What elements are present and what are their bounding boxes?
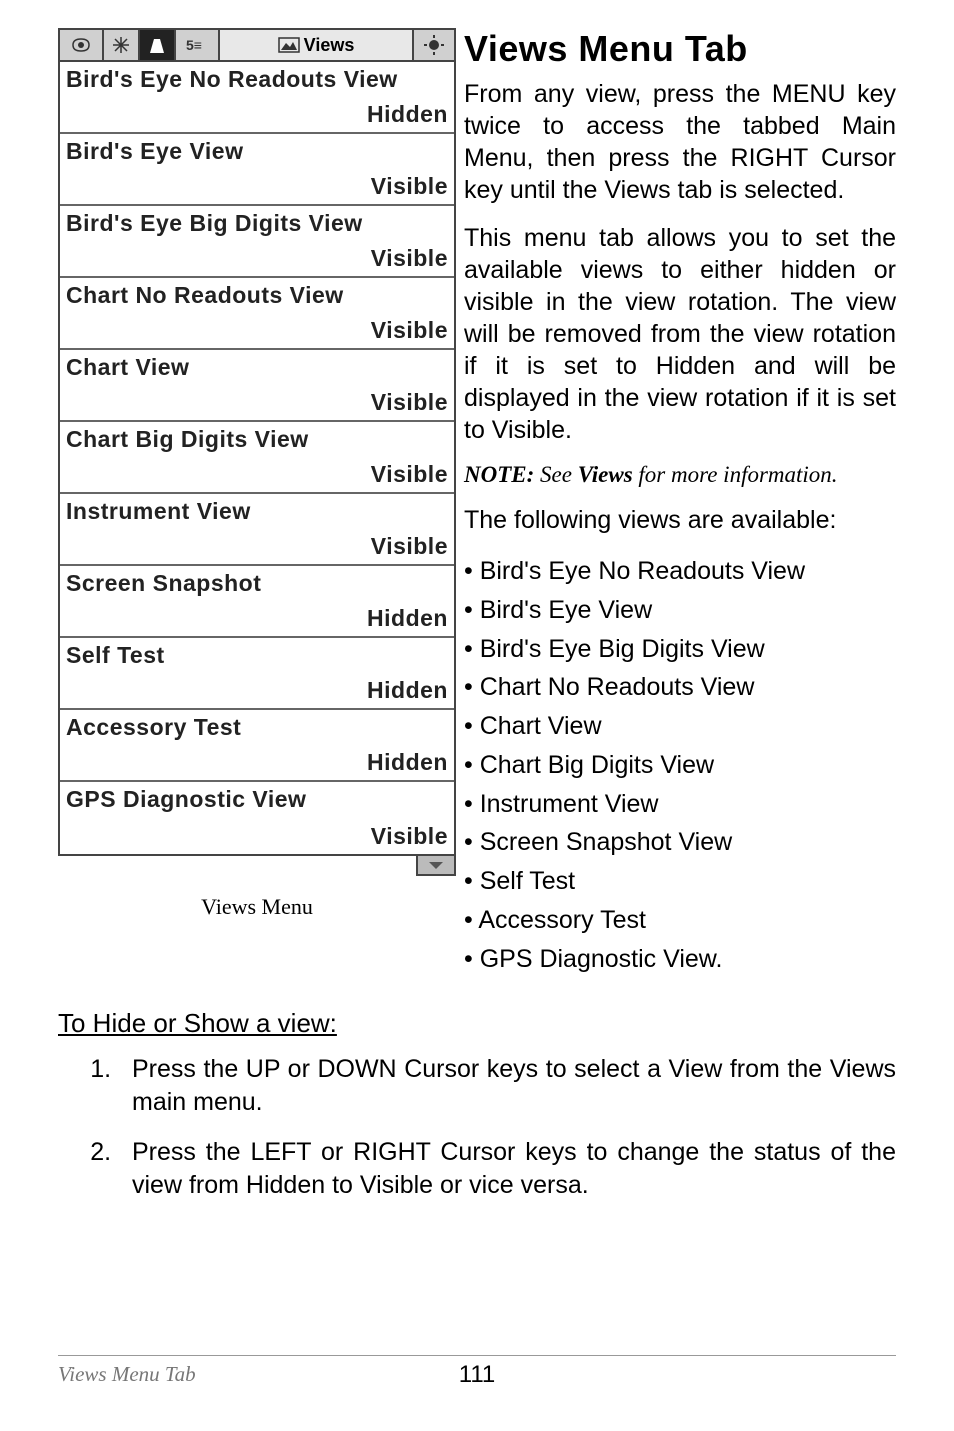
menu-item[interactable]: Bird's Eye No Readouts View Hidden — [60, 62, 454, 134]
bullet-item: Bird's Eye No Readouts View — [464, 552, 896, 591]
menu-item-value: Hidden — [66, 749, 448, 776]
tab-icon-4[interactable]: 5≡ — [176, 30, 220, 60]
menu-item-label: Bird's Eye Big Digits View — [66, 210, 448, 237]
menu-item-label: Chart View — [66, 354, 448, 381]
tab-icon-1[interactable] — [60, 30, 104, 60]
scroll-down-icon[interactable] — [416, 856, 456, 876]
menu-item-value: Hidden — [66, 605, 448, 632]
menu-item-label: Screen Snapshot — [66, 570, 448, 597]
subheading: To Hide or Show a view: — [58, 1008, 896, 1039]
bullet-item: Screen Snapshot View — [464, 823, 896, 862]
bullet-item: Instrument View — [464, 785, 896, 824]
step-item: Press the LEFT or RIGHT Cursor keys to c… — [118, 1136, 896, 1201]
paragraph-2: This menu tab allows you to set the avai… — [464, 222, 896, 446]
menu-item-label: Chart Big Digits View — [66, 426, 448, 453]
tab-views-active[interactable]: Views — [220, 30, 414, 60]
tab-icon-6[interactable] — [414, 30, 454, 60]
menu-item[interactable]: GPS Diagnostic View Visible — [60, 782, 454, 854]
menu-item-value: Visible — [66, 389, 448, 416]
bullet-item: Accessory Test — [464, 901, 896, 940]
menu-item-value: Visible — [66, 533, 448, 560]
bullet-item: Chart No Readouts View — [464, 668, 896, 707]
menu-item-label: Self Test — [66, 642, 448, 669]
bullet-list: Bird's Eye No Readouts View Bird's Eye V… — [464, 552, 896, 978]
bullet-item: GPS Diagnostic View. — [464, 940, 896, 979]
menu-item-value: Hidden — [66, 677, 448, 704]
tab-bar: 5≡ Views — [58, 28, 456, 60]
menu-item-value: Visible — [66, 245, 448, 272]
menu-item[interactable]: Screen Snapshot Hidden — [60, 566, 454, 638]
menu-item[interactable]: Accessory Test Hidden — [60, 710, 454, 782]
menu-item-value: Hidden — [66, 101, 448, 128]
bullet-item: Chart View — [464, 707, 896, 746]
bullet-item: Chart Big Digits View — [464, 746, 896, 785]
views-menu-list: Bird's Eye No Readouts View Hidden Bird'… — [58, 60, 456, 856]
menu-caption: Views Menu — [58, 894, 456, 920]
steps-list: Press the UP or DOWN Cursor keys to sele… — [58, 1053, 896, 1201]
svg-text:5≡: 5≡ — [186, 37, 202, 53]
menu-item[interactable]: Chart Big Digits View Visible — [60, 422, 454, 494]
menu-item-value: Visible — [66, 461, 448, 488]
footer-page-number: 111 — [459, 1361, 495, 1389]
menu-item-label: Bird's Eye View — [66, 138, 448, 165]
bullet-item: Bird's Eye View — [464, 591, 896, 630]
menu-item-label: Instrument View — [66, 498, 448, 525]
bullet-item: Bird's Eye Big Digits View — [464, 630, 896, 669]
menu-item[interactable]: Chart No Readouts View Visible — [60, 278, 454, 350]
tab-icon-2[interactable] — [104, 30, 140, 60]
menu-item[interactable]: Chart View Visible — [60, 350, 454, 422]
menu-item-label: GPS Diagnostic View — [66, 786, 448, 813]
paragraph-3: The following views are available: — [464, 504, 896, 536]
paragraph-1: From any view, press the MENU key twice … — [464, 78, 896, 206]
note-line: NOTE: See Views for more information. — [464, 462, 896, 488]
menu-item-label: Chart No Readouts View — [66, 282, 448, 309]
menu-item[interactable]: Bird's Eye View Visible — [60, 134, 454, 206]
menu-item[interactable]: Instrument View Visible — [60, 494, 454, 566]
footer-section: Views Menu Tab — [58, 1362, 196, 1387]
tab-icon-3[interactable] — [140, 30, 176, 60]
bullet-item: Self Test — [464, 862, 896, 901]
menu-item-value: Visible — [66, 317, 448, 344]
page-footer: Views Menu Tab 111 — [58, 1355, 896, 1387]
page-heading: Views Menu Tab — [464, 28, 896, 70]
menu-item[interactable]: Self Test Hidden — [60, 638, 454, 710]
menu-item-value: Visible — [66, 823, 448, 850]
menu-item[interactable]: Bird's Eye Big Digits View Visible — [60, 206, 454, 278]
menu-item-value: Visible — [66, 173, 448, 200]
menu-item-label: Accessory Test — [66, 714, 448, 741]
tab-active-label: Views — [304, 35, 355, 56]
step-item: Press the UP or DOWN Cursor keys to sele… — [118, 1053, 896, 1118]
menu-item-label: Bird's Eye No Readouts View — [66, 66, 448, 93]
